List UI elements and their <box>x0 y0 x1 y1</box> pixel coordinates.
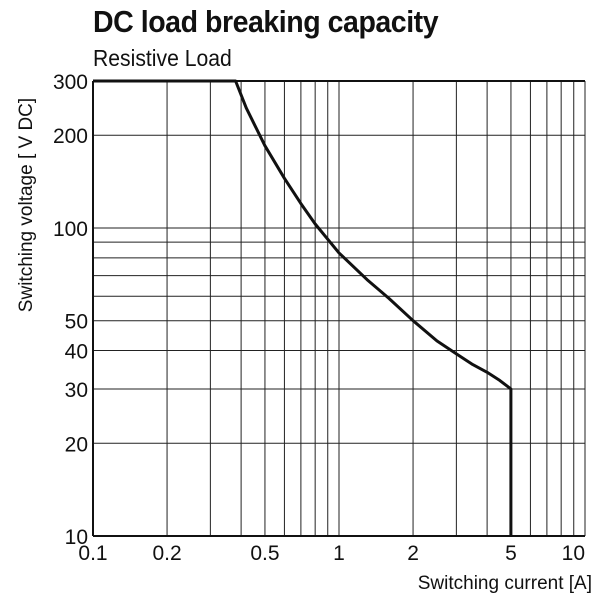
tick-layer: 0.1 0.2 0.5 1 2 5 10 10 20 30 40 50 100 200 300 <box>53 71 585 565</box>
chart-title: DC load breaking capacity <box>93 4 439 39</box>
grid-layer <box>92 80 586 537</box>
y-tick-label: 10 <box>65 526 88 549</box>
y-tick-label: 40 <box>65 341 88 364</box>
chart-subtitle: Resistive Load <box>93 45 232 71</box>
x-tick-label: 1 <box>333 542 345 565</box>
series-layer <box>93 79 513 536</box>
y-tick-label: 200 <box>53 125 88 148</box>
y-tick-label: 30 <box>65 379 88 402</box>
y-tick-label: 20 <box>65 433 88 456</box>
x-axis-label: Switching current [A] <box>418 573 592 594</box>
y-tick-label: 50 <box>65 311 88 334</box>
y-tick-label: 100 <box>53 218 88 241</box>
series-line <box>93 79 513 536</box>
y-axis-label: Switching voltage [ V DC] <box>16 98 37 312</box>
x-tick-label: 10 <box>562 542 585 565</box>
x-tick-label: 0.5 <box>250 542 279 565</box>
x-tick-label: 0.1 <box>78 542 107 565</box>
y-tick-label: 300 <box>53 71 88 94</box>
x-tick-label: 5 <box>505 542 517 565</box>
x-tick-label: 2 <box>407 542 419 565</box>
x-tick-label: 0.2 <box>152 542 181 565</box>
